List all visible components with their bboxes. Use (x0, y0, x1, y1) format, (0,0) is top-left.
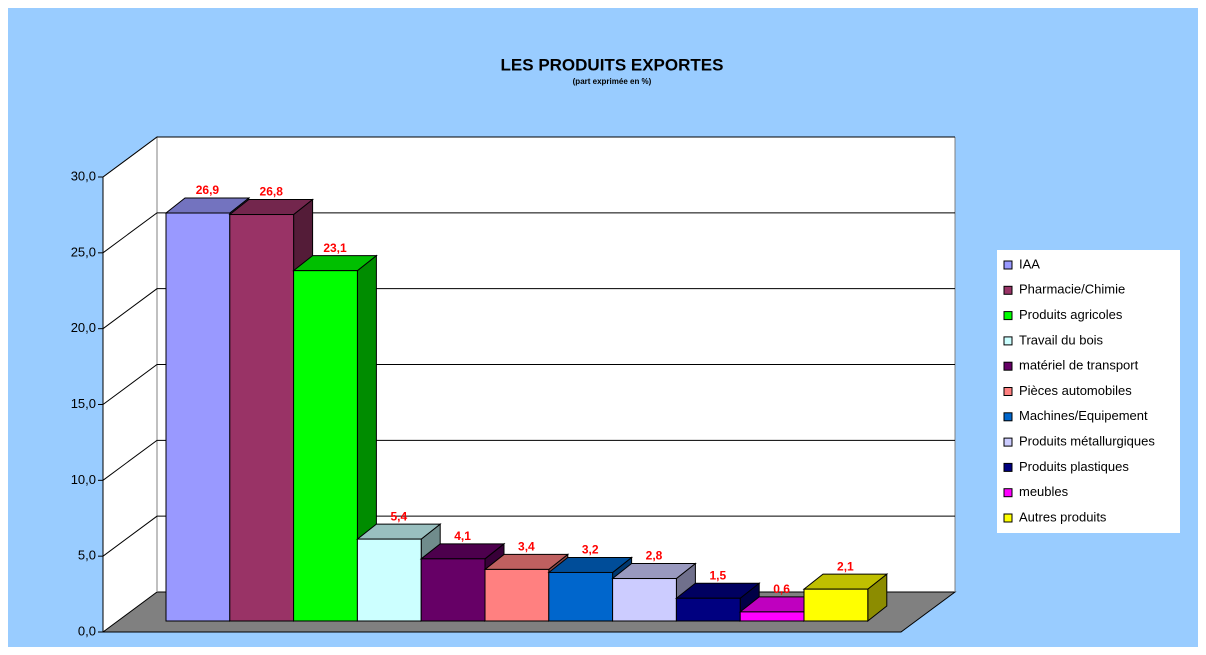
bar (548, 571, 614, 622)
grid-line (102, 212, 955, 254)
legend-swatch (1003, 488, 1013, 498)
value-label: 5,4 (390, 509, 407, 523)
bar (675, 597, 741, 622)
value-label: 3,2 (582, 543, 599, 557)
legend-swatch (1003, 387, 1013, 396)
bar (165, 212, 231, 622)
bar (803, 588, 869, 622)
bar (293, 270, 358, 622)
legend-swatch (1003, 412, 1013, 422)
legend-label: Produits agricoles (1019, 307, 1123, 322)
grid-line (102, 288, 955, 330)
chart-subtitle: (part exprimée en %) (573, 77, 652, 86)
legend-label: meubles (1019, 484, 1069, 499)
legend-swatch (1003, 336, 1013, 346)
bar (612, 578, 677, 622)
value-label: 2,1 (837, 559, 854, 573)
bar (420, 558, 486, 622)
legend-label: Travail du bois (1019, 332, 1104, 347)
bar (229, 214, 295, 622)
grid-line (102, 439, 955, 481)
legend-label: Machines/Equipement (1019, 408, 1148, 423)
value-label: 26,8 (260, 185, 284, 199)
legend (997, 250, 1180, 533)
bar (356, 538, 422, 622)
legend-label: matériel de transport (1019, 358, 1139, 373)
y-tick-label: 30,0 (71, 168, 96, 183)
value-label: 2,8 (646, 549, 663, 563)
legend-swatch (1003, 260, 1013, 270)
y-tick-label: 10,0 (71, 472, 96, 487)
legend-label: Produits métallurgiques (1019, 434, 1155, 449)
y-tick-label: 5,0 (78, 548, 96, 563)
legend-swatch (1003, 285, 1013, 295)
legend-swatch (1003, 462, 1013, 472)
grid-line (102, 136, 955, 178)
legend-swatch (1003, 513, 1013, 523)
bar (484, 568, 550, 622)
value-label: 23,1 (323, 241, 347, 255)
chart-title: LES PRODUITS EXPORTES (501, 55, 724, 74)
legend-label: IAA (1019, 256, 1040, 271)
legend-swatch (1003, 437, 1013, 447)
value-label: 3,4 (518, 540, 535, 554)
y-tick-label: 25,0 (71, 244, 96, 259)
bar (739, 611, 805, 622)
legend-swatch (1003, 361, 1013, 371)
grid-line (102, 364, 955, 405)
legend-label: Pièces automobiles (1019, 383, 1132, 398)
legend-label: Produits plastiques (1019, 459, 1129, 474)
value-label: 26,9 (196, 183, 220, 197)
value-label: 0,6 (773, 582, 790, 596)
value-label: 4,1 (454, 529, 471, 543)
y-tick-label: 0,0 (78, 623, 96, 638)
legend-label: Autres produits (1019, 509, 1107, 524)
legend-swatch (1003, 311, 1013, 321)
value-label: 1,5 (709, 568, 726, 582)
legend-label: Pharmacie/Chimie (1019, 282, 1125, 297)
grid-line (102, 515, 955, 557)
y-tick-label: 15,0 (71, 396, 96, 411)
y-tick-label: 20,0 (71, 320, 96, 335)
